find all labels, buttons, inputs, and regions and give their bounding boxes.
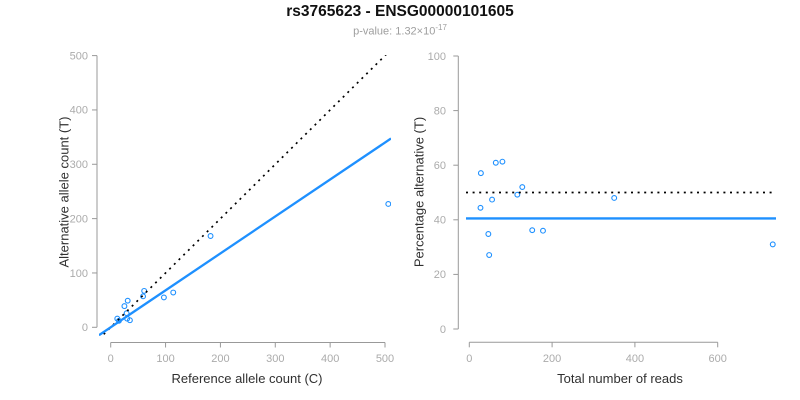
regression-line (99, 137, 391, 336)
data-point (485, 231, 492, 237)
y-tick-label: 300 (70, 159, 88, 171)
x-tick-label: 200 (543, 353, 561, 365)
x-tick-label: 0 (466, 353, 472, 365)
left-y-axis-label: Alternative allele count (T) (56, 116, 72, 268)
data-point (114, 315, 121, 322)
data-point (126, 317, 133, 324)
data-point (529, 227, 536, 234)
x-tick-label: 400 (626, 353, 644, 365)
data-point (477, 170, 484, 177)
x-tick-label: 300 (266, 353, 284, 365)
p-value-exponent: -17 (435, 23, 447, 32)
y-tick-label: 200 (70, 213, 88, 225)
figure-title: rs3765623 - ENSG00000101605 (286, 3, 514, 20)
right-y-axis-label: Percentage alternative (T) (411, 116, 427, 268)
figure-subtitle: p-value: 1.32×10-17 (0, 23, 800, 38)
data-point (170, 289, 177, 296)
data-point (540, 227, 546, 234)
data-point (385, 200, 391, 207)
y-tick-label: 100 (428, 51, 446, 63)
data-point (489, 196, 496, 203)
y-tick-label: 40 (434, 215, 446, 227)
data-point (499, 158, 506, 165)
data-point (121, 303, 128, 310)
y-tick-label: 400 (70, 105, 88, 117)
data-point (514, 191, 521, 198)
x-tick-label: 100 (156, 353, 174, 365)
data-point (519, 184, 526, 190)
data-point (141, 287, 148, 294)
data-point (477, 204, 484, 211)
y-tick-label: 60 (434, 160, 446, 172)
x-tick-label: 500 (376, 353, 394, 365)
y-tick-label: 80 (434, 105, 446, 117)
data-point (207, 233, 214, 239)
y-tick-label: 0 (440, 324, 446, 336)
data-point (160, 294, 167, 301)
y-tick-label: 0 (82, 322, 88, 334)
right-plot: 0 20 40 60 80 100 0 200 400 600 (428, 51, 776, 365)
x-tick-label: 0 (108, 353, 114, 365)
data-point (486, 252, 493, 258)
identity-line (100, 55, 387, 336)
p-value-text: p-value: 1.32×10 (353, 25, 436, 38)
y-tick-label: 100 (70, 268, 88, 280)
data-point (140, 293, 147, 300)
x-tick-label: 400 (321, 353, 339, 365)
data-point (611, 195, 618, 201)
data-point (769, 241, 776, 248)
data-point (124, 297, 131, 304)
x-tick-label: 600 (709, 353, 727, 365)
left-x-axis-label: Reference allele count (C) (171, 371, 323, 386)
y-tick-label: 500 (70, 50, 88, 62)
left-plot: 0 100 200 300 400 500 0 100 200 300 400 500 (70, 50, 395, 365)
y-tick-label: 20 (434, 269, 446, 281)
right-x-axis-label: Total number of reads (557, 371, 683, 386)
data-point (492, 159, 499, 166)
x-tick-label: 200 (211, 353, 229, 365)
